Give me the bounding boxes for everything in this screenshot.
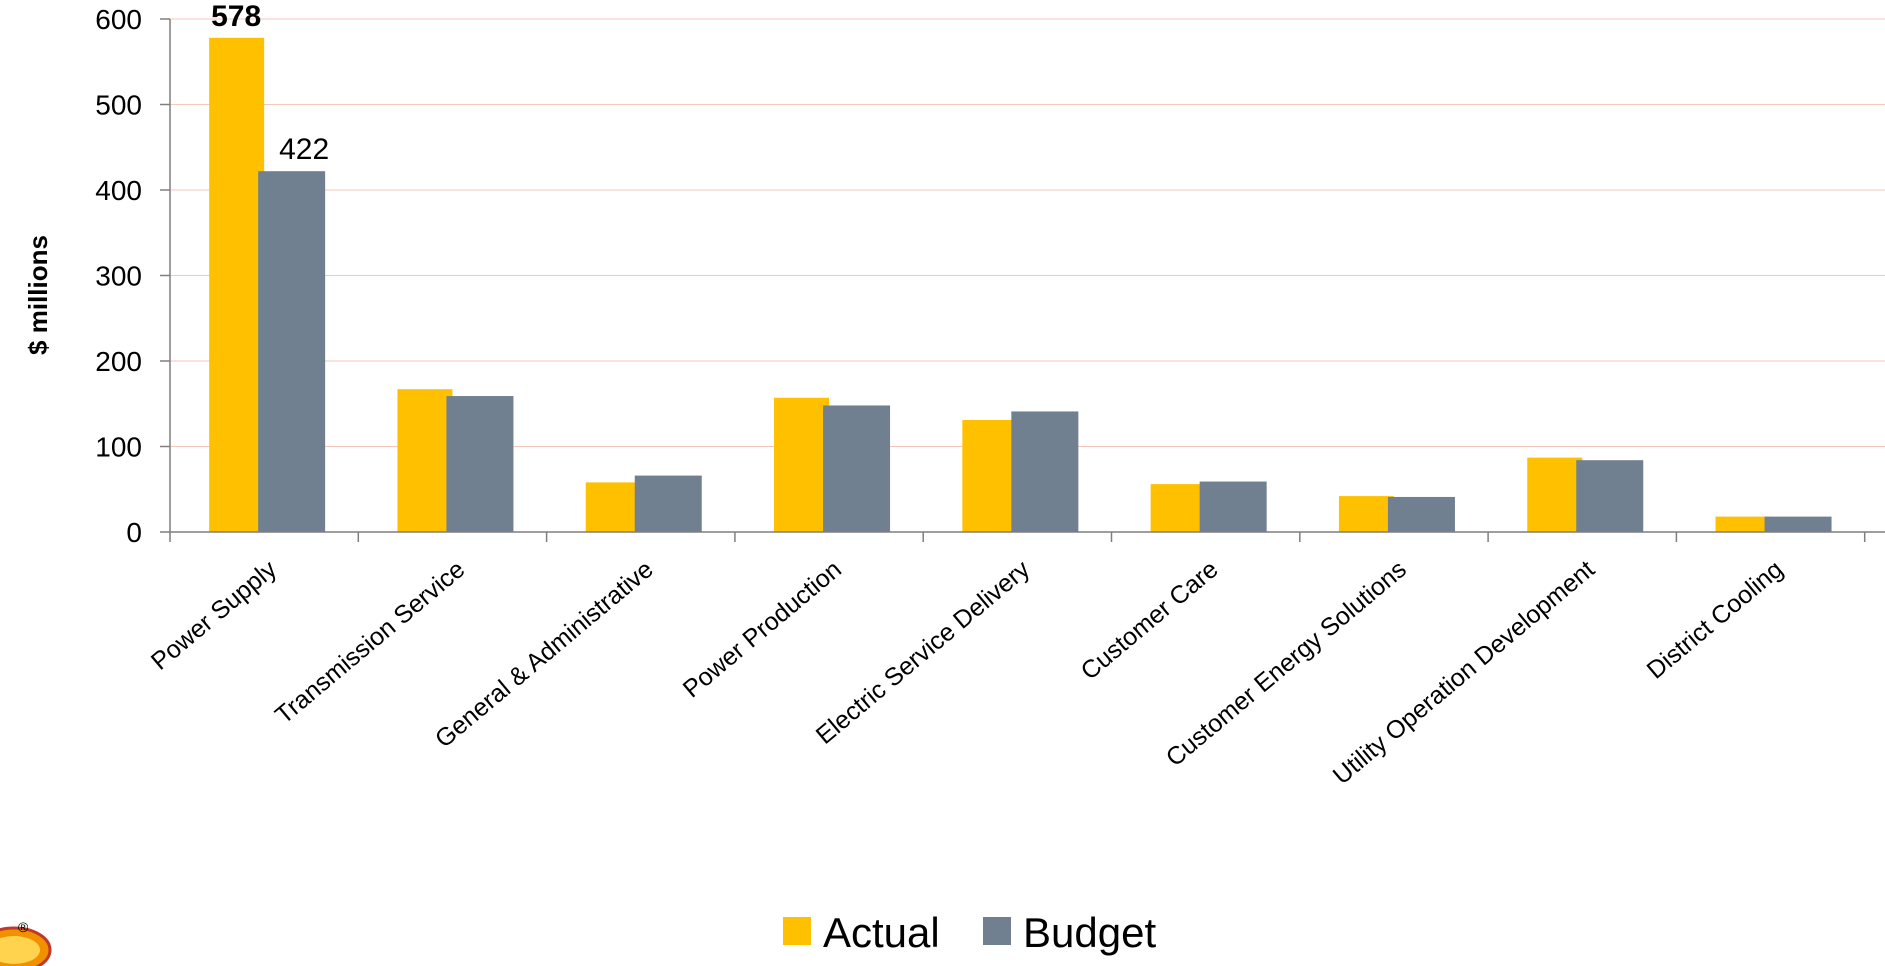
- y-tick-label-6: 600: [95, 4, 142, 35]
- company-logo: ®: [0, 919, 52, 966]
- y-tick-label-0: 0: [126, 517, 142, 548]
- data-label-budget-0: 422: [279, 133, 329, 166]
- bar-budget-7: [1576, 460, 1644, 532]
- bar-actual-7: [1527, 457, 1583, 532]
- bar-actual-4: [962, 419, 1018, 532]
- x-tick-label-4: Electric Service Delivery: [811, 555, 1036, 750]
- y-tick-label-5: 500: [95, 90, 142, 121]
- legend-swatch-budget: [983, 917, 1011, 945]
- legend: Actual Budget: [783, 909, 1156, 956]
- x-tick-label-2: General & Administrative: [430, 555, 659, 753]
- x-tick-label-1: Transmission Service: [270, 555, 470, 729]
- bar-budget-5: [1199, 481, 1267, 532]
- bar-actual-6: [1338, 496, 1394, 532]
- axes: [169, 19, 1885, 542]
- y-tick-labels: 0 100 200 300 400 500 600: [95, 4, 142, 548]
- bar-budget-2: [634, 475, 702, 532]
- bar-budget-0: [258, 171, 326, 532]
- bar-actual-8: [1715, 516, 1771, 532]
- y-tick-label-1: 100: [95, 432, 142, 463]
- y-tick-label-2: 200: [95, 346, 142, 377]
- legend-label-actual: Actual: [823, 909, 940, 956]
- x-tick-label-3: Power Production: [678, 555, 847, 703]
- legend-swatch-actual: [783, 917, 811, 945]
- x-tick-label-5: Customer Care: [1076, 555, 1224, 685]
- bar-budget-1: [446, 396, 514, 532]
- bar-actual-1: [397, 389, 453, 532]
- data-labels: 578 422: [211, 0, 329, 166]
- bar-budget-3: [823, 405, 891, 532]
- data-label-actual-0: 578: [211, 0, 261, 33]
- bar-actual-3: [774, 397, 830, 532]
- bars: [209, 37, 1832, 533]
- bar-actual-0: [209, 37, 265, 533]
- x-tick-label-0: Power Supply: [146, 555, 283, 676]
- x-tick-label-8: District Cooling: [1642, 555, 1789, 685]
- bar-actual-2: [585, 482, 641, 532]
- y-tick-label-4: 400: [95, 175, 142, 206]
- bar-actual-5: [1150, 484, 1206, 532]
- legend-label-budget: Budget: [1023, 909, 1156, 956]
- bar-budget-8: [1764, 516, 1832, 532]
- logo-registered-mark: ®: [18, 919, 29, 935]
- y-tick-label-3: 300: [95, 261, 142, 292]
- bar-budget-6: [1387, 496, 1455, 532]
- y-axis-label: $ millions: [23, 235, 53, 355]
- bar-budget-4: [1011, 411, 1079, 532]
- logo-badge-inner-icon: [0, 936, 40, 964]
